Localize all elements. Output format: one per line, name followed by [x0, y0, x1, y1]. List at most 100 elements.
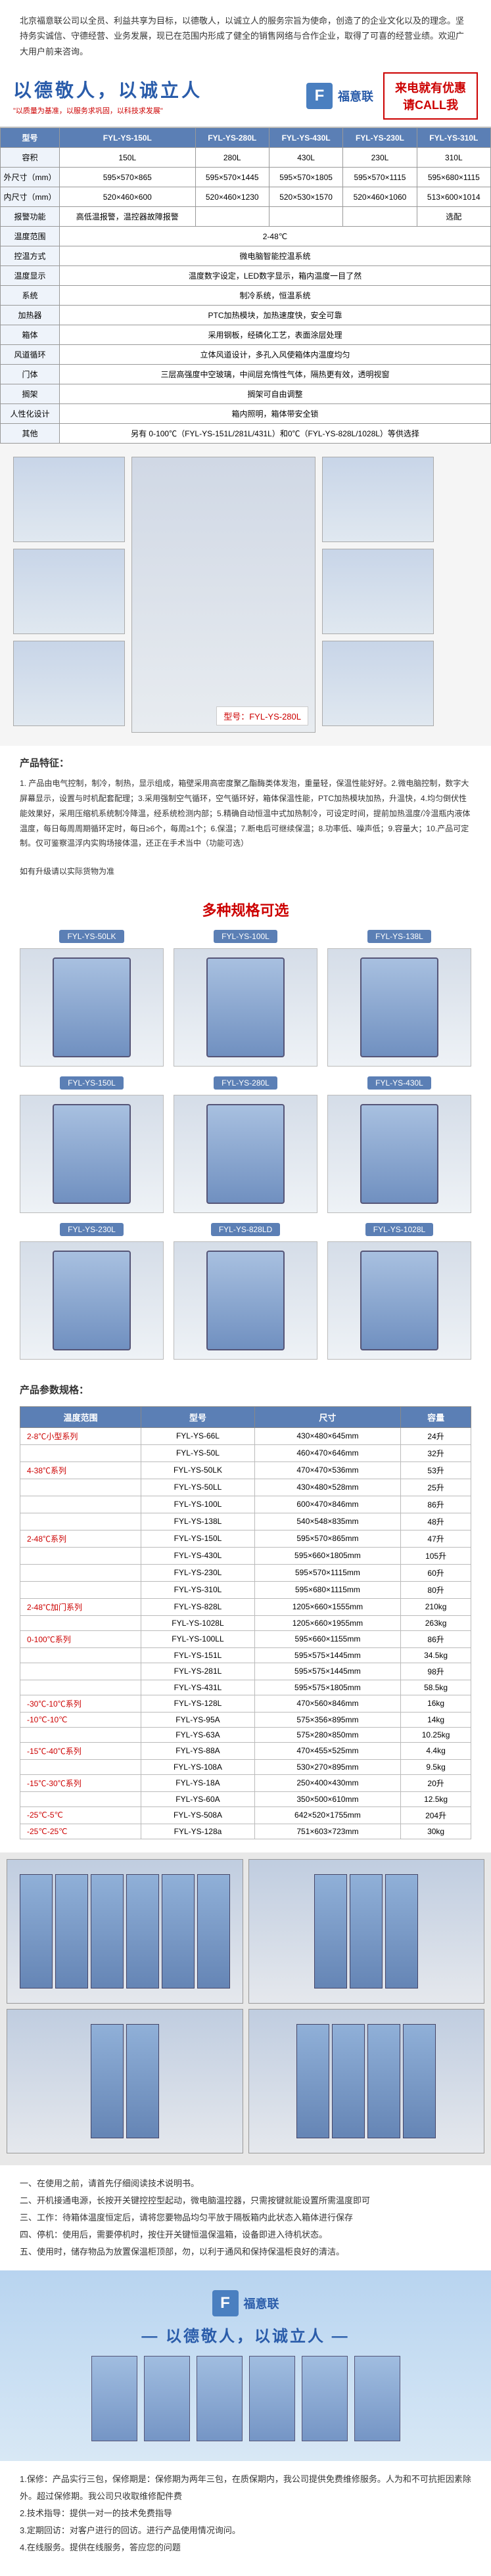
variants-title: 多种规格可选 — [0, 889, 491, 930]
spec-cell: 搁架可自由调整 — [60, 384, 491, 404]
param-cap: 86升 — [401, 1630, 471, 1647]
param-model: FYL-YS-138L — [141, 1513, 254, 1530]
service-commitments: 1.保修：产品实行三包，保修期是：保修期为两年三包，在质保期内，我公司提供免费维… — [0, 2461, 491, 2576]
param-series: 2-48℃系列 — [20, 1530, 141, 1547]
param-cap: 210kg — [401, 1598, 471, 1615]
param-cap: 20升 — [401, 1774, 471, 1791]
spec-cell: 选配 — [417, 207, 490, 227]
param-model: FYL-YS-508A — [141, 1806, 254, 1824]
param-size: 595×680×1115mm — [254, 1581, 401, 1598]
param-model: FYL-YS-63A — [141, 1727, 254, 1742]
variant-grid: FYL-YS-50LK FYL-YS-100L FYL-YS-138L FYL-… — [0, 930, 491, 1373]
spec-row-label: 内尺寸（mm） — [1, 187, 60, 207]
spec-row-label: 箱体 — [1, 325, 60, 345]
spec-cell: 高低温报警，温控器故障报警 — [60, 207, 196, 227]
param-model: FYL-YS-50LK — [141, 1461, 254, 1479]
slogan-main: 以德敬人，以诚立人 — [13, 76, 296, 103]
param-series — [20, 1759, 141, 1774]
param-size: 595×575×1445mm — [254, 1663, 401, 1680]
header-banner: 以德敬人，以诚立人 "以质量为基准，以服务求巩固，以科技求发展" F 福意联 来… — [0, 66, 491, 127]
param-size: 600×470×846mm — [254, 1496, 401, 1513]
variant-label: FYL-YS-150L — [60, 1076, 124, 1090]
param-cap: 34.5kg — [401, 1647, 471, 1663]
param-size: 575×356×895mm — [254, 1712, 401, 1727]
param-series — [20, 1647, 141, 1663]
param-cap: 14kg — [401, 1712, 471, 1727]
spec-cell: 制冷系统，恒温系统 — [60, 286, 491, 306]
spec-cell: 另有 0-100℃（FYL-YS-151L/281L/431L）和0℃（FYL-… — [60, 424, 491, 444]
param-size: 430×480×645mm — [254, 1427, 401, 1444]
gallery-row — [7, 2009, 484, 2153]
spec-cell: 520×460×1230 — [195, 187, 269, 207]
param-model: FYL-YS-95A — [141, 1712, 254, 1727]
param-series — [20, 1581, 141, 1598]
param-size: 540×548×835mm — [254, 1513, 401, 1530]
detail-photo — [322, 457, 434, 542]
param-size: 530×270×895mm — [254, 1759, 401, 1774]
param-cap: 9.5kg — [401, 1759, 471, 1774]
param-series — [20, 1663, 141, 1680]
logo-icon: F — [212, 2290, 239, 2316]
param-model: FYL-YS-66L — [141, 1427, 254, 1444]
param-cap: 263kg — [401, 1615, 471, 1630]
param-model: FYL-YS-18A — [141, 1774, 254, 1791]
spec-cell: 2-48℃ — [60, 227, 491, 246]
param-size: 470×470×536mm — [254, 1461, 401, 1479]
usage-item: 三、工作：待箱体温度恒定后，请将您要物品均匀平放于隔板箱内此状态入箱体进行保存 — [20, 2209, 471, 2226]
param-model: FYL-YS-60A — [141, 1791, 254, 1806]
spec-cell: 三层高强度中空玻璃，中间层充惰性气体，隔热更有效，透明视窗 — [60, 365, 491, 384]
param-series — [20, 1496, 141, 1513]
photo-column-small — [322, 457, 434, 733]
param-cap: 24升 — [401, 1427, 471, 1444]
variant-label: FYL-YS-828LD — [211, 1223, 280, 1236]
logo-icon: F — [306, 83, 333, 109]
spec-header: FYL-YS-310L — [417, 128, 490, 148]
param-series — [20, 1791, 141, 1806]
param-model: FYL-YS-100LL — [141, 1630, 254, 1647]
variant-image — [20, 1241, 164, 1360]
spec-header: FYL-YS-280L — [195, 128, 269, 148]
variant-label: FYL-YS-138L — [367, 930, 431, 943]
variant-label: FYL-YS-50LK — [59, 930, 124, 943]
param-model: FYL-YS-828L — [141, 1598, 254, 1615]
param-model: FYL-YS-230L — [141, 1564, 254, 1581]
param-cap: 204升 — [401, 1806, 471, 1824]
param-header: 容量 — [401, 1406, 471, 1427]
param-size: 470×560×846mm — [254, 1695, 401, 1712]
param-series — [20, 1547, 141, 1564]
detail-photo — [13, 549, 125, 634]
param-cap: 80升 — [401, 1581, 471, 1598]
install-photo — [248, 2009, 485, 2153]
param-size: 575×280×850mm — [254, 1727, 401, 1742]
param-size: 595×660×1155mm — [254, 1630, 401, 1647]
install-photo — [7, 2009, 243, 2153]
gallery-row — [7, 1859, 484, 2004]
intro-paragraph: 北京福意联公司以全员、利益共享为目标，以德敬人，以诚立人的服务宗旨为使命，创造了… — [0, 0, 491, 66]
spec-cell: 513×600×1014 — [417, 187, 490, 207]
param-table: 温度范围型号尺寸容量2-8℃小型系列 FYL-YS-66L 430×480×64… — [20, 1406, 471, 1839]
product-thumb — [302, 2356, 348, 2441]
spec-cell: 595×570×865 — [60, 168, 196, 187]
usage-instructions: 一、在使用之前，请首先仔细阅读技术说明书。二、开机接通电源，长按开关键控控型起动… — [0, 2165, 491, 2270]
spec-cell — [343, 207, 417, 227]
param-header: 温度范围 — [20, 1406, 141, 1427]
variant-item: FYL-YS-430L — [327, 1076, 471, 1213]
promo-line-2: 请CALL我 — [395, 96, 466, 113]
param-cap: 105升 — [401, 1547, 471, 1564]
spec-cell: 520×530×1570 — [269, 187, 342, 207]
usage-item: 四、停机：使用后，需要停机时，按住开关键恒温保温箱，设备即进入待机状态。 — [20, 2226, 471, 2243]
spec-row-label: 门体 — [1, 365, 60, 384]
variant-label: FYL-YS-100L — [214, 930, 277, 943]
param-cap: 48升 — [401, 1513, 471, 1530]
param-model: FYL-YS-1028L — [141, 1615, 254, 1630]
spec-cell: PTC加热模块，加热速度快，安全可靠 — [60, 306, 491, 325]
spec-cell: 温度数字设定，LED数字显示，箱内温度一目了然 — [60, 266, 491, 286]
spec-table: 型号FYL-YS-150LFYL-YS-280LFYL-YS-430LFYL-Y… — [0, 127, 491, 444]
logo-text: 福意联 — [338, 87, 373, 104]
param-cap: 60升 — [401, 1564, 471, 1581]
promo-line-1: 来电就有优惠 — [395, 79, 466, 96]
param-size: 250×400×430mm — [254, 1774, 401, 1791]
spec-cell: 595×570×1115 — [343, 168, 417, 187]
detail-photo — [13, 457, 125, 542]
variant-image — [327, 948, 471, 1067]
